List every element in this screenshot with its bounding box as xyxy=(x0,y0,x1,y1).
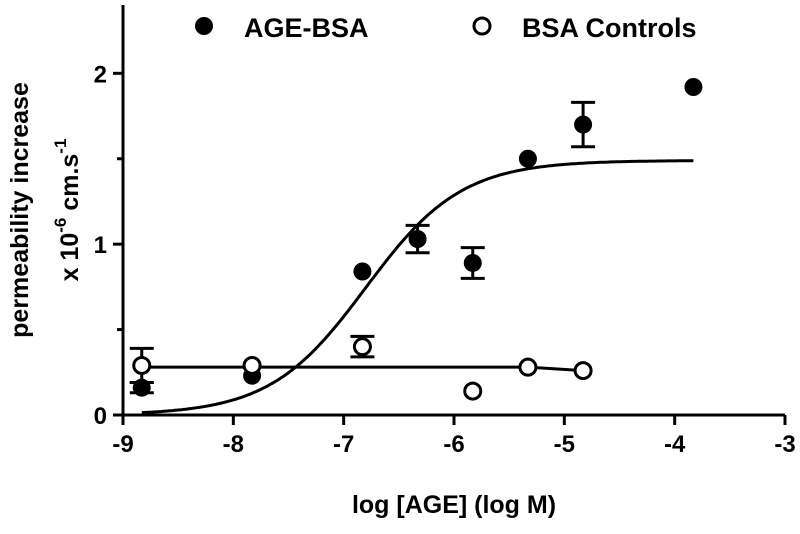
bsa-controls-point xyxy=(573,361,593,381)
bsa-controls-point xyxy=(132,355,152,375)
x-tick-label: -3 xyxy=(774,431,795,458)
age-bsa-point xyxy=(353,262,372,281)
y-tick-label: 0 xyxy=(94,403,107,430)
marks xyxy=(129,78,703,415)
bsa-controls-fit-line xyxy=(141,365,584,373)
age-bsa-fit-curve xyxy=(141,159,694,415)
x-axis-label: log [AGE] (log M) xyxy=(352,491,556,519)
bsa-controls-point xyxy=(352,337,372,357)
age-bsa-point xyxy=(684,78,703,96)
x-tick-label: -5 xyxy=(554,431,575,458)
age-bsa-point xyxy=(518,149,537,168)
legend: AGE-BSA BSA Controls xyxy=(195,13,697,43)
axes: -9 -8 -7 -6 -5 -4 -3 0 1 2 xyxy=(94,5,796,458)
y-axis-label-line1: permeability increase xyxy=(6,82,34,338)
y-axis-label: permeability increase xyxy=(6,82,34,338)
y-tick-label: 1 xyxy=(94,232,107,259)
age-bsa-point xyxy=(463,253,482,272)
bsa-controls-point xyxy=(242,355,262,375)
legend-label-bsa-controls: BSA Controls xyxy=(522,13,697,43)
bsa-controls-point xyxy=(518,357,538,377)
legend-marker-bsa-controls xyxy=(472,16,492,36)
legend-label-age-bsa: AGE-BSA xyxy=(244,13,369,43)
age-bsa-point xyxy=(408,230,427,249)
y-axis-label-line2: x 10-6 cm.s-1 xyxy=(51,139,84,282)
x-tick-label: -6 xyxy=(443,431,464,458)
x-tick-label: -4 xyxy=(664,431,686,458)
legend-marker-age-bsa xyxy=(195,17,213,35)
x-tick-label: -9 xyxy=(112,431,133,458)
y-axis-label-units: x 10-6 cm.s-1 xyxy=(51,139,84,282)
x-tick-label: -7 xyxy=(333,431,354,458)
y-tick-label: 2 xyxy=(94,61,107,88)
bsa-controls-point xyxy=(463,381,483,401)
x-tick-label: -8 xyxy=(223,431,244,458)
age-bsa-point xyxy=(574,115,593,134)
